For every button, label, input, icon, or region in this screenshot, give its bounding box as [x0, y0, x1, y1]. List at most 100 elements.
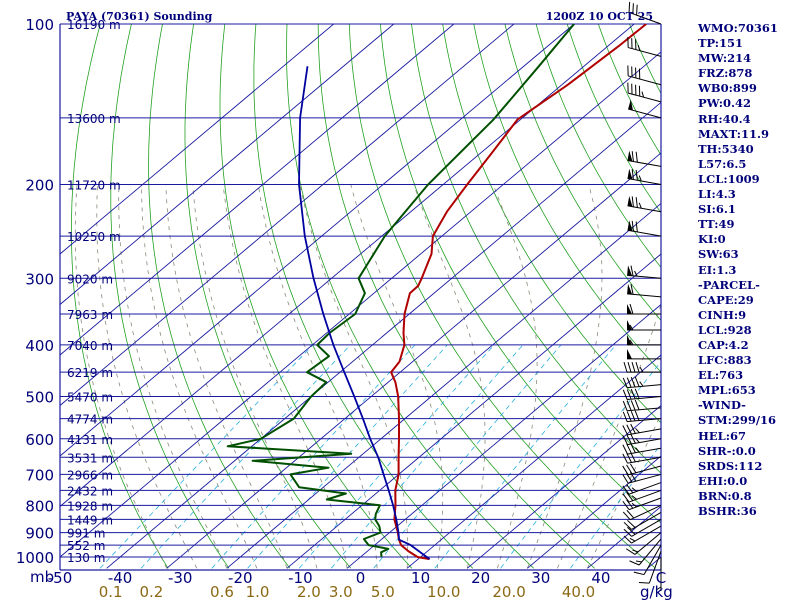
wind-barb-feather: [622, 435, 628, 445]
wind-barb-feather: [622, 500, 630, 510]
wind-barb-half-feather: [635, 427, 640, 434]
index-item: EHI:0.0: [698, 473, 748, 488]
wind-barb: [622, 423, 662, 436]
time-title: 1200Z 10 OCT 25: [546, 10, 653, 23]
temperature-tick-label: 0: [356, 569, 366, 587]
wind-barb-feather: [634, 376, 640, 387]
mixing-ratio-tick-label: 5.0: [371, 583, 395, 600]
isotherm-line: [166, 152, 661, 569]
dewpoint-trace: [226, 24, 575, 558]
pressure-tick-label: 500: [25, 389, 54, 407]
wind-barb-feather: [626, 411, 632, 422]
moist-adiabat-line: [141, 184, 258, 569]
mixing-ratio-line: [330, 344, 524, 569]
index-item: WMO:70361: [698, 21, 778, 35]
wind-barb: [627, 319, 661, 331]
wind-barb-feather: [635, 362, 640, 373]
wind-barb-feather: [631, 151, 634, 162]
wind-barb-shaft: [638, 538, 662, 566]
wind-barb-feather: [631, 220, 634, 232]
wind-barb-shaft: [629, 504, 662, 521]
wind-barb-feather: [631, 196, 634, 207]
wind-barb-feather: [626, 400, 632, 411]
wind-barb-shaft: [628, 47, 662, 57]
wind-barb-feather: [635, 221, 638, 232]
wind-barb-feather: [634, 388, 640, 399]
index-item: TT:49: [698, 217, 735, 232]
isotherm-line: [60, 24, 395, 306]
wind-barb: [627, 195, 662, 213]
dry-adiabat-line: [411, 24, 661, 474]
dry-adiabat-line: [71, 24, 169, 569]
wind-barb-shaft: [628, 497, 662, 511]
dry-adiabat-line: [184, 24, 352, 569]
wind-barb-feather: [626, 509, 635, 519]
index-item: -WIND-: [698, 398, 746, 413]
mixing-ratio-line: [211, 344, 416, 569]
dry-adiabat-line: [504, 24, 661, 322]
wind-barb-feather: [627, 519, 636, 528]
wind-barb: [627, 168, 662, 185]
wind-barb-feather: [630, 443, 636, 453]
wind-barb-pennant: [627, 220, 633, 232]
wind-barb: [627, 37, 662, 57]
mixing-ratio-tick-label: 40.0: [562, 583, 595, 600]
wind-barb: [622, 399, 662, 412]
index-item: KI:0: [698, 232, 726, 247]
height-label: 9020 m: [67, 272, 113, 286]
wind-barb-shaft: [628, 75, 662, 86]
wind-barb-shaft: [628, 482, 662, 495]
wind-barb-feather: [630, 284, 634, 295]
index-item: BSHR:36: [698, 504, 757, 518]
wind-barb-half-feather: [639, 366, 644, 373]
index-item: RH:40.4: [698, 111, 751, 126]
wind-barb: [622, 482, 662, 495]
mixing-ratio-tick-label: 10.0: [427, 583, 460, 600]
height-label: 4774 m: [67, 413, 113, 427]
dry-adiabat-line: [110, 24, 230, 569]
wind-barb-feather: [630, 410, 636, 422]
temperature-tick-label: 40: [591, 569, 610, 587]
index-item: TH:5340: [698, 141, 754, 156]
wind-barb-shaft: [627, 178, 662, 185]
wind-barb-pennant: [627, 168, 633, 180]
temperature-tick-label: C: [656, 569, 666, 587]
index-item: EI:1.3: [698, 262, 737, 277]
wind-barb-feather: [631, 362, 636, 373]
wind-barb: [628, 1, 662, 25]
dry-adiabat-line: [317, 24, 595, 569]
height-label: 1449 m: [67, 513, 113, 527]
dry-adiabat-line: [535, 24, 661, 269]
isotherm-line: [527, 455, 661, 569]
wind-barb: [623, 518, 662, 537]
moist-adiabat-line: [413, 184, 486, 569]
dry-adiabat-line: [473, 24, 661, 373]
index-item: PW:0.42: [698, 96, 752, 111]
wind-barb-shaft: [627, 229, 662, 237]
height-label: 11720 m: [67, 178, 121, 192]
station-title: PAYA (70361) Sounding: [66, 10, 213, 23]
wind-barb-half-feather: [637, 44, 641, 51]
wind-barb: [627, 150, 662, 167]
index-item: CAPE:29: [698, 292, 754, 307]
wind-barb: [623, 362, 661, 373]
wind-barb-feather: [634, 399, 640, 410]
index-item: TP:151: [698, 36, 744, 51]
wind-barb-feather: [622, 453, 628, 464]
index-item: CAP:4.2: [698, 337, 749, 352]
wind-barb-feather: [622, 400, 628, 411]
moist-adiabat-line: [299, 184, 408, 569]
wind-barb-half-feather: [641, 91, 645, 98]
wind-barbs: [622, 1, 662, 591]
wind-barb-pennant: [627, 283, 633, 295]
wind-barb-half-feather: [629, 537, 636, 542]
wind-barb-feather: [626, 464, 633, 475]
wind-barb-pennant: [627, 195, 633, 207]
wind-barb-shaft: [648, 550, 662, 584]
wind-barb-half-feather: [629, 339, 634, 346]
wind-barb-feather: [622, 465, 629, 476]
wind-barb-half-feather: [635, 447, 640, 453]
wind-barb-shaft: [631, 512, 662, 530]
wind-barb-feather: [630, 452, 636, 463]
